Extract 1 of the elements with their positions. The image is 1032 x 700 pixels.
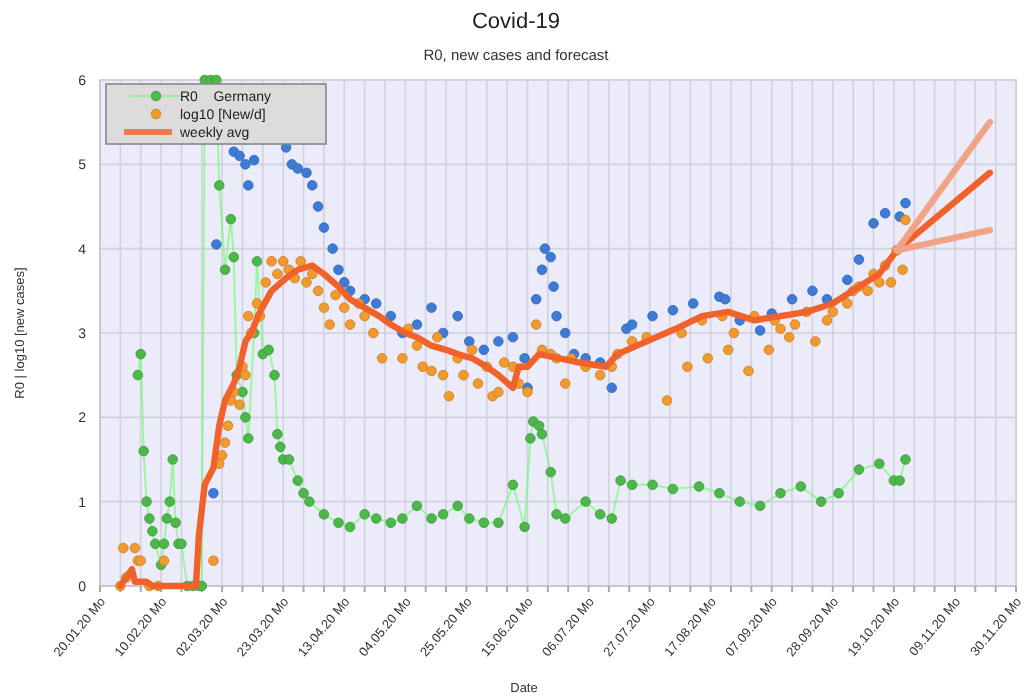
chart-title: Covid-19 (471, 10, 561, 34)
